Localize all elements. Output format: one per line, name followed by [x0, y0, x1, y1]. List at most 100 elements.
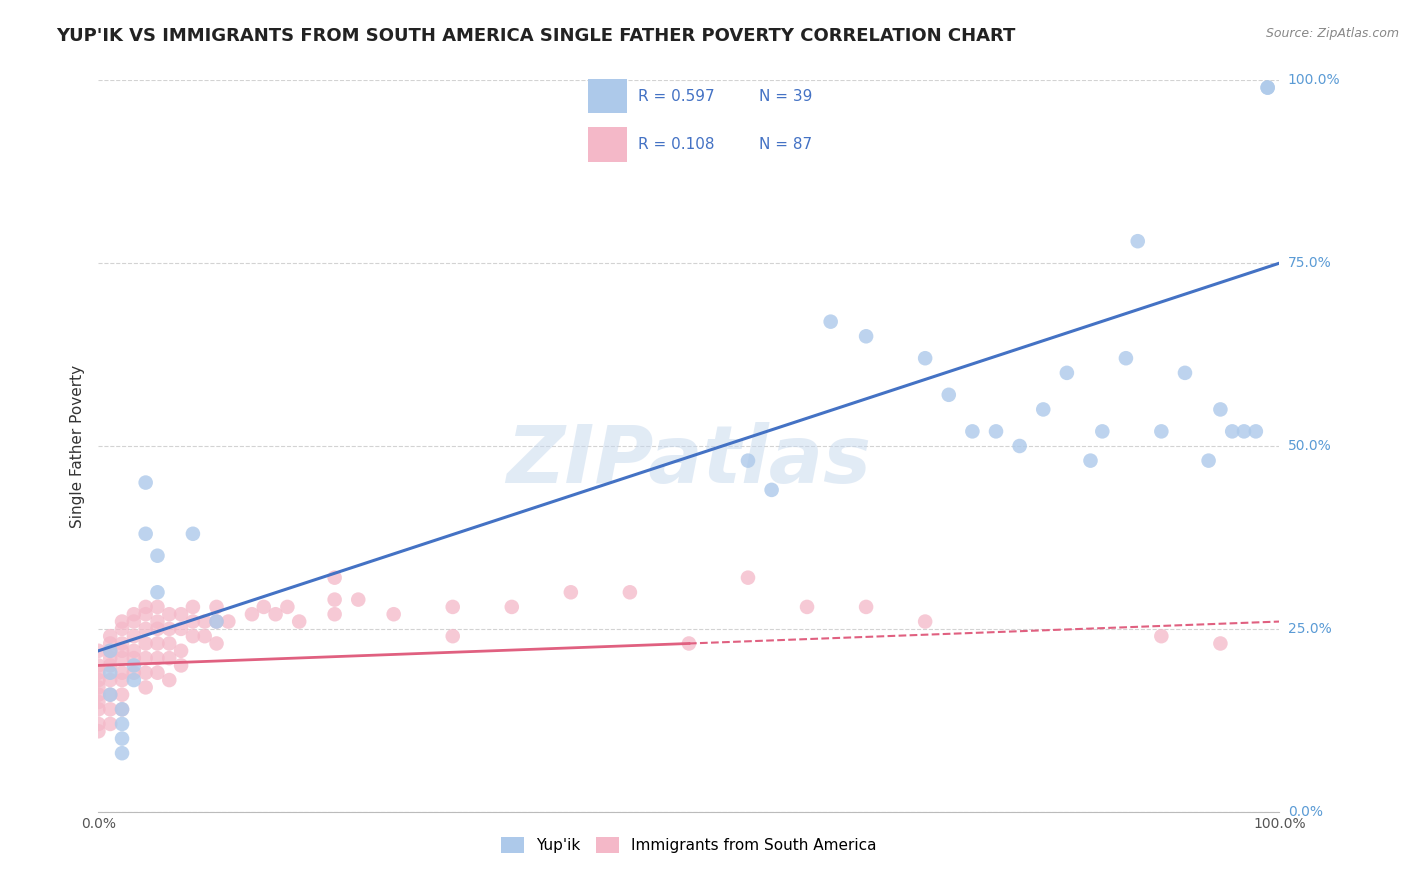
Point: [855, 329, 877, 343]
Point: [122, 629, 145, 643]
Point: [111, 688, 134, 702]
Y-axis label: Single Father Poverty: Single Father Poverty: [69, 365, 84, 527]
Point: [1257, 80, 1279, 95]
Point: [1233, 425, 1256, 439]
Point: [1209, 636, 1232, 650]
Point: [146, 665, 169, 680]
Point: [253, 599, 276, 614]
Point: [111, 702, 134, 716]
Point: [1115, 351, 1137, 366]
Legend: Yup'ik, Immigrants from South America: Yup'ik, Immigrants from South America: [495, 830, 883, 859]
Text: R = 0.597: R = 0.597: [638, 88, 714, 103]
Text: 75.0%: 75.0%: [1288, 256, 1331, 270]
Text: 100.0%: 100.0%: [1288, 73, 1340, 87]
Point: [135, 636, 157, 650]
Point: [323, 592, 346, 607]
Point: [98, 688, 121, 702]
Point: [135, 665, 157, 680]
Point: [1244, 425, 1267, 439]
Point: [441, 599, 464, 614]
Text: ZIPatlas: ZIPatlas: [506, 422, 872, 500]
Text: 50.0%: 50.0%: [1288, 439, 1331, 453]
Point: [111, 702, 134, 716]
Point: [98, 644, 121, 658]
Text: N = 39: N = 39: [759, 88, 813, 103]
Point: [87, 673, 110, 687]
Point: [87, 717, 110, 731]
Point: [122, 673, 145, 687]
Point: [914, 615, 936, 629]
Point: [146, 585, 169, 599]
Point: [205, 615, 228, 629]
Point: [240, 607, 263, 622]
Point: [111, 665, 134, 680]
Point: [276, 599, 298, 614]
Point: [1220, 425, 1243, 439]
Point: [111, 622, 134, 636]
Text: N = 87: N = 87: [759, 137, 813, 153]
Point: [157, 636, 180, 650]
Point: [146, 622, 169, 636]
Point: [87, 665, 110, 680]
Point: [1008, 439, 1031, 453]
Point: [1150, 629, 1173, 643]
Point: [181, 599, 204, 614]
Point: [1257, 80, 1279, 95]
Point: [135, 681, 157, 695]
Point: [146, 549, 169, 563]
Point: [1209, 402, 1232, 417]
Point: [98, 673, 121, 687]
Point: [98, 717, 121, 731]
Point: [111, 615, 134, 629]
Point: [87, 658, 110, 673]
Point: [1056, 366, 1078, 380]
Point: [1150, 425, 1173, 439]
Point: [146, 599, 169, 614]
FancyBboxPatch shape: [588, 128, 627, 162]
Point: [146, 651, 169, 665]
Point: [111, 731, 134, 746]
Point: [98, 644, 121, 658]
Point: [146, 636, 169, 650]
Point: [347, 592, 370, 607]
Point: [87, 688, 110, 702]
Point: [122, 665, 145, 680]
Point: [501, 599, 523, 614]
Point: [98, 629, 121, 643]
Point: [1080, 453, 1102, 467]
Point: [181, 615, 204, 629]
Point: [135, 607, 157, 622]
Point: [87, 681, 110, 695]
Text: Source: ZipAtlas.com: Source: ZipAtlas.com: [1265, 27, 1399, 40]
Point: [441, 629, 464, 643]
Point: [205, 615, 228, 629]
Text: 0.0%: 0.0%: [1288, 805, 1323, 819]
Point: [796, 599, 818, 614]
Point: [87, 644, 110, 658]
Point: [181, 629, 204, 643]
Point: [1174, 366, 1197, 380]
Point: [560, 585, 582, 599]
Point: [98, 651, 121, 665]
Point: [938, 388, 960, 402]
Point: [217, 615, 239, 629]
Text: R = 0.108: R = 0.108: [638, 137, 714, 153]
Point: [855, 599, 877, 614]
Point: [157, 651, 180, 665]
Point: [914, 351, 936, 366]
Point: [157, 673, 180, 687]
Point: [87, 702, 110, 716]
Point: [1198, 453, 1220, 467]
Point: [1091, 425, 1114, 439]
Point: [122, 644, 145, 658]
Point: [288, 615, 311, 629]
Point: [194, 629, 217, 643]
Point: [111, 644, 134, 658]
Point: [678, 636, 700, 650]
Point: [382, 607, 405, 622]
Point: [157, 607, 180, 622]
Point: [962, 425, 984, 439]
Point: [820, 315, 842, 329]
Point: [170, 644, 193, 658]
Point: [87, 695, 110, 709]
